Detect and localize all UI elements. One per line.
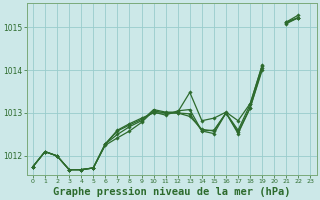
X-axis label: Graphe pression niveau de la mer (hPa): Graphe pression niveau de la mer (hPa) — [53, 186, 291, 197]
